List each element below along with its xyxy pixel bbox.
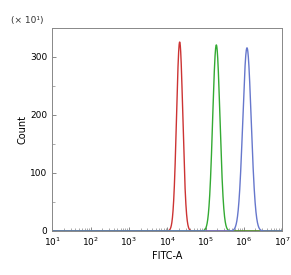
Text: (× 10¹): (× 10¹) — [11, 16, 43, 26]
Y-axis label: Count: Count — [17, 115, 27, 144]
X-axis label: FITC-A: FITC-A — [152, 251, 182, 261]
